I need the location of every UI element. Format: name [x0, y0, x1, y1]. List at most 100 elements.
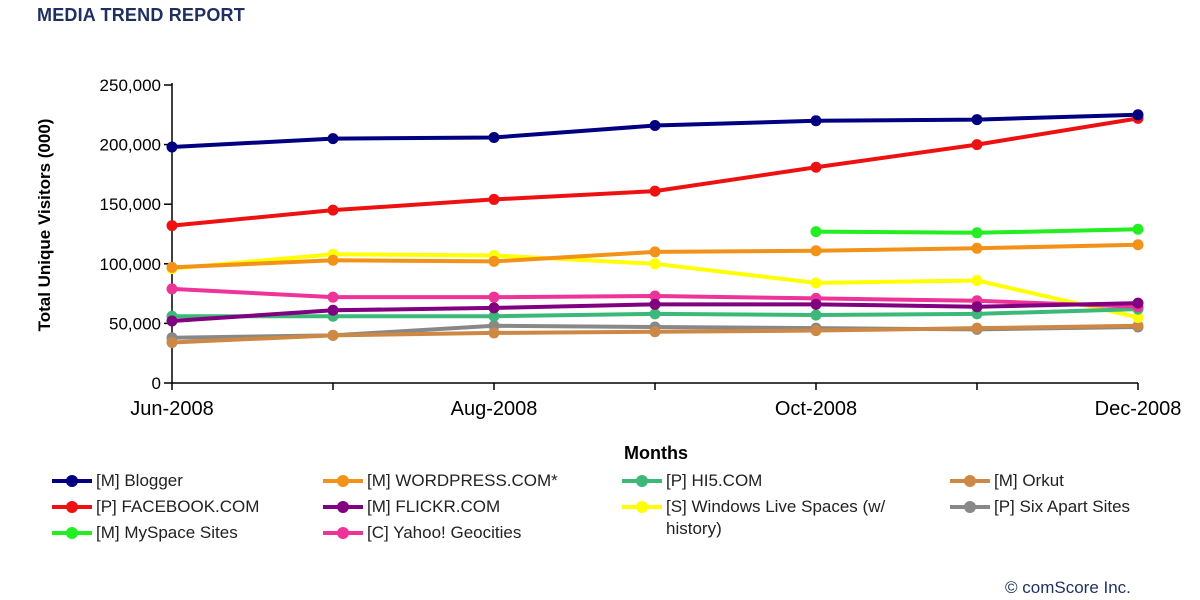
data-point	[488, 291, 500, 303]
series	[166, 320, 1144, 348]
legend-item: [P] Six Apart Sites	[950, 496, 1190, 518]
data-point	[166, 283, 178, 295]
data-point	[649, 290, 661, 302]
legend-swatch	[323, 470, 363, 492]
x-tick-label: Jun-2008	[130, 398, 213, 420]
data-point	[971, 139, 983, 151]
copyright-credit: © comScore Inc.	[1005, 578, 1131, 597]
data-point	[327, 204, 339, 216]
report-title: MEDIA TREND REPORT	[37, 5, 245, 25]
data-point	[166, 315, 178, 327]
x-axis-label: Months	[624, 443, 688, 463]
data-point	[1132, 311, 1144, 323]
y-tick-label: 250,000	[100, 76, 161, 95]
legend-item: [M] FLICKR.COM	[323, 496, 613, 518]
legend-label: [M] FLICKR.COM	[367, 497, 501, 516]
data-point	[1132, 320, 1144, 332]
data-point	[166, 220, 178, 232]
legend-swatch	[950, 496, 990, 518]
data-point	[327, 254, 339, 266]
data-point	[971, 114, 983, 126]
data-point	[649, 298, 661, 310]
legend-swatch	[323, 522, 363, 544]
series	[166, 109, 1144, 153]
legend-label: [P] FACEBOOK.COM	[96, 497, 260, 516]
data-point	[810, 226, 822, 238]
data-point	[810, 325, 822, 337]
data-point	[488, 255, 500, 267]
data-point	[810, 245, 822, 257]
data-point	[810, 161, 822, 173]
data-point	[327, 304, 339, 316]
data-point	[327, 329, 339, 341]
data-point	[488, 131, 500, 143]
data-point	[810, 298, 822, 310]
legend-label: [M] MySpace Sites	[96, 523, 238, 542]
x-tick-label: Dec-2008	[1095, 398, 1182, 420]
y-tick-label: 50,000	[109, 314, 161, 333]
legend-label: [P] Six Apart Sites	[994, 497, 1131, 516]
legend-label: [S] Windows Live Spaces (w/ history)	[666, 497, 886, 538]
legend-item: [M] MySpace Sites	[52, 522, 312, 544]
chart-axes: 0 50,000 100,000 150,000 200,000 250,000 Jun-2…	[100, 76, 1182, 420]
series	[166, 239, 1144, 273]
data-point	[488, 302, 500, 314]
data-point	[971, 274, 983, 286]
data-point	[810, 277, 822, 289]
data-point	[649, 120, 661, 132]
y-axis-label: Total Unique Visitors (000)	[35, 119, 54, 332]
data-point	[649, 246, 661, 258]
legend-swatch	[950, 470, 990, 492]
series	[810, 223, 1144, 239]
legend-swatch	[52, 496, 92, 518]
x-tick-label: Oct-2008	[775, 398, 857, 420]
y-tick-label: 100,000	[100, 255, 161, 274]
series-line	[170, 116, 1140, 228]
legend-swatch	[622, 496, 662, 518]
legend-label: [C] Yahoo! Geocities	[367, 523, 522, 542]
data-point	[1132, 109, 1144, 121]
x-tick-label: Aug-2008	[451, 398, 538, 420]
legend-swatch	[52, 470, 92, 492]
data-point	[488, 193, 500, 205]
legend-item: [C] Yahoo! Geocities	[323, 522, 613, 544]
legend-label: [P] HI5.COM	[666, 471, 763, 490]
y-tick-label: 0	[152, 374, 161, 393]
data-point	[327, 291, 339, 303]
legend-label: [M] WORDPRESS.COM*	[367, 471, 558, 490]
legend-item: [P] FACEBOOK.COM	[52, 496, 312, 518]
legend-swatch	[323, 496, 363, 518]
data-point	[488, 310, 500, 322]
legend-item: [S] Windows Live Spaces (w/ history)	[622, 496, 922, 540]
data-point	[488, 327, 500, 339]
series	[166, 297, 1144, 327]
y-tick-label: 150,000	[100, 195, 161, 214]
legend-item: [P] HI5.COM	[622, 470, 922, 492]
data-point	[810, 309, 822, 321]
data-point	[327, 133, 339, 145]
data-point	[1132, 223, 1144, 235]
data-point	[1132, 297, 1144, 309]
legend-label: [M] Orkut	[994, 471, 1064, 490]
data-point	[971, 322, 983, 334]
data-point	[1132, 239, 1144, 251]
legend-item: [M] Blogger	[52, 470, 312, 492]
data-point	[971, 227, 983, 239]
y-tick-label: 200,000	[100, 136, 161, 155]
data-point	[971, 301, 983, 313]
legend-label: [M] Blogger	[96, 471, 183, 490]
data-point	[166, 336, 178, 348]
legend-swatch	[52, 522, 92, 544]
data-point	[166, 261, 178, 273]
data-point	[810, 115, 822, 127]
data-point	[166, 141, 178, 153]
data-point	[649, 326, 661, 338]
legend-item: [M] Orkut	[950, 470, 1190, 492]
data-point	[649, 308, 661, 320]
data-point	[649, 185, 661, 197]
legend-swatch	[622, 470, 662, 492]
data-point	[649, 258, 661, 270]
legend-item: [M] WORDPRESS.COM*	[323, 470, 613, 492]
chart-series	[166, 109, 1144, 348]
